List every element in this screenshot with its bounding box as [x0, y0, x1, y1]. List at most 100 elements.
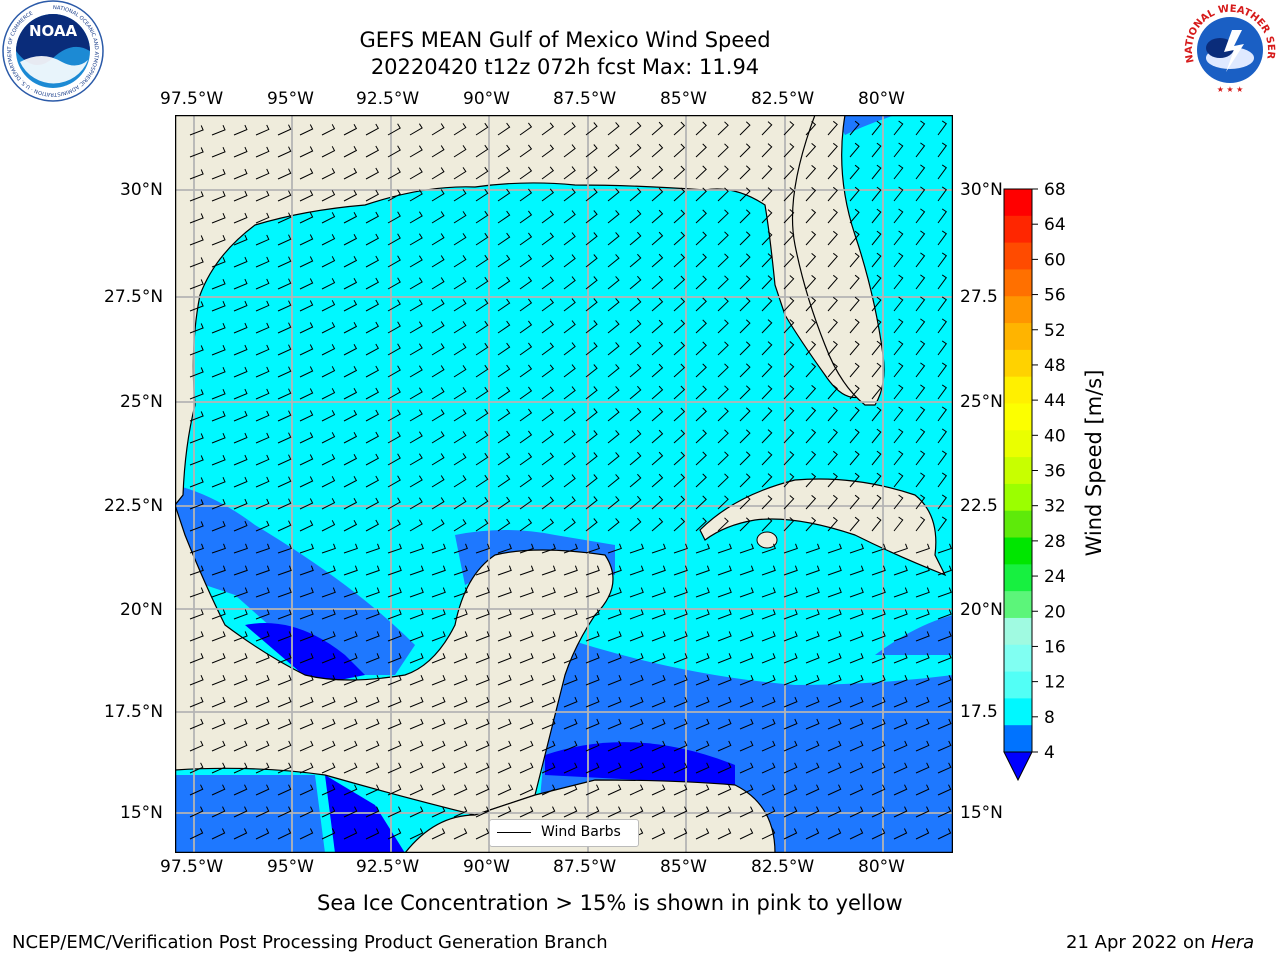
wind-barb: [409, 519, 423, 532]
wind-barb: [651, 565, 666, 576]
wind-barb: [695, 653, 710, 664]
wind-barb: [211, 806, 226, 818]
wind-barb: [651, 385, 664, 400]
wind-barb: [805, 319, 817, 334]
wind-barb: [761, 828, 776, 840]
right-lat-tick: 20°N: [960, 600, 1003, 620]
wind-barb: [827, 740, 842, 752]
wind-barb: [277, 520, 292, 532]
wind-barb: [915, 784, 930, 796]
wind-barb: [607, 144, 620, 158]
wind-barb: [827, 494, 838, 510]
wind-barb: [739, 587, 754, 598]
wind-barb: [321, 234, 336, 246]
wind-barb: [871, 450, 882, 466]
wind-barb: [255, 675, 270, 686]
wind-barb: [871, 428, 882, 444]
wind-barb: [233, 124, 248, 136]
wind-barb: [563, 452, 576, 466]
wind-barb: [585, 364, 598, 378]
colorbar-label: Wind Speed [m/s]: [1082, 370, 1106, 557]
wind-barb: [761, 297, 773, 312]
wind-barb: [343, 696, 358, 708]
wind-barb: [915, 718, 930, 730]
wind-barb: [783, 762, 798, 774]
wind-barb: [277, 762, 292, 774]
colorbar-segment: [1004, 483, 1032, 512]
wind-barb: [805, 696, 820, 708]
wind-barb: [541, 320, 555, 334]
wind-barb: [937, 828, 952, 840]
wind-barb: [189, 125, 204, 136]
wind-barb: [673, 473, 686, 488]
wind-barb: [321, 124, 336, 136]
wind-barb: [277, 124, 292, 136]
wind-barb: [299, 806, 314, 818]
wind-barb: [849, 494, 860, 510]
wind-barb: [607, 762, 622, 774]
wind-barb: [387, 740, 402, 752]
wind-barb: [651, 696, 666, 708]
wind-barb: [629, 696, 644, 708]
right-lat-tick: 27.5: [960, 287, 998, 307]
wind-barb: [761, 806, 776, 818]
wind-barb: [343, 828, 358, 840]
wind-barb: [937, 230, 948, 246]
wind-barb: [849, 230, 860, 246]
wind-barb: [739, 762, 754, 774]
wind-barb: [453, 543, 468, 554]
wind-barb: [893, 274, 904, 290]
date-text: 21 Apr 2022 on Hera: [1066, 932, 1254, 953]
wind-barb: [607, 518, 620, 532]
wind-barb: [629, 543, 644, 554]
wind-barb: [475, 320, 489, 334]
wind-barb: [387, 255, 401, 268]
wind-barb: [585, 232, 598, 246]
bottom-lon-tick: 82.5°W: [751, 857, 815, 877]
wind-barb: [497, 675, 512, 686]
wind-barb: [739, 609, 754, 620]
wind-barb: [937, 142, 948, 158]
wind-barb: [277, 828, 292, 840]
wind-barb: [387, 653, 402, 664]
wind-barb: [695, 143, 707, 158]
wind-barb: [849, 472, 860, 488]
wind-barb: [321, 828, 336, 840]
wind-barb: [805, 517, 817, 532]
wind-barb: [783, 297, 795, 312]
wind-barb: [189, 718, 204, 730]
wind-barb: [541, 166, 555, 180]
wind-barb: [365, 784, 380, 796]
wind-barb: [783, 319, 795, 334]
wind-barb: [277, 806, 292, 818]
wind-barb: [761, 121, 773, 136]
wind-barb: [497, 565, 512, 576]
top-lon-tick: 97.5°W: [160, 89, 224, 109]
wind-barb: [915, 428, 926, 444]
wind-barb: [915, 631, 930, 642]
wind-barb: [563, 408, 576, 422]
wind-barb: [277, 212, 292, 224]
nws-logo: NATIONAL WEATHER SERVICE ★ ★ ★: [1176, 0, 1280, 104]
wind-barb: [255, 520, 270, 532]
wind-barb: [453, 696, 468, 708]
wind-barb: [431, 609, 446, 620]
wind-barb: [343, 365, 358, 378]
wind-barb: [717, 696, 732, 708]
wind-barb: [695, 543, 710, 554]
wind-barb: [827, 318, 838, 334]
wind-barb: [739, 473, 751, 488]
wind-barb: [893, 784, 908, 796]
wind-barb: [937, 274, 948, 290]
wind-barb: [299, 344, 314, 356]
wind-barb: [321, 432, 336, 444]
wind-barb: [585, 565, 600, 576]
wind-barb: [739, 784, 754, 796]
wind-barb: [211, 696, 226, 708]
wind-barb: [255, 190, 270, 202]
wind-barb: [629, 341, 642, 356]
colorbar-segment: [1004, 564, 1032, 592]
wind-barb: [365, 145, 379, 158]
wind-barb: [233, 740, 248, 752]
wind-barb: [585, 675, 600, 686]
